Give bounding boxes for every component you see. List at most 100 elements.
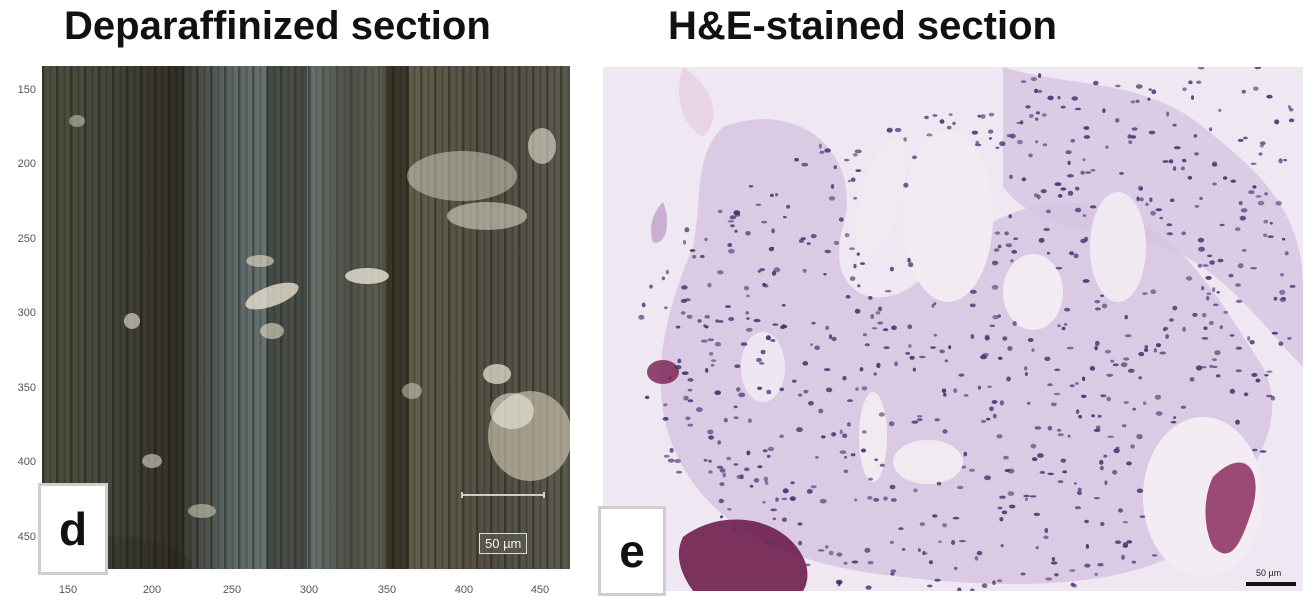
nucleus <box>718 498 724 504</box>
nucleus <box>917 415 923 418</box>
nucleus <box>855 169 862 172</box>
nucleus <box>1029 495 1037 498</box>
nucleus <box>997 579 1003 583</box>
nucleus <box>1124 315 1128 320</box>
nucleus <box>1061 326 1066 331</box>
nucleus <box>1031 348 1035 352</box>
nucleus <box>1212 287 1216 292</box>
nucleus <box>1143 348 1149 352</box>
nucleus <box>1199 196 1203 200</box>
nucleus <box>718 320 724 323</box>
nucleus <box>969 588 975 591</box>
nucleus <box>1144 345 1149 349</box>
nucleus <box>819 150 825 154</box>
nucleus <box>933 302 937 306</box>
nucleus <box>1151 89 1157 95</box>
nucleus <box>994 231 1001 235</box>
nucleus <box>683 395 689 401</box>
nucleus <box>1130 100 1136 104</box>
nucleus <box>716 465 724 469</box>
nucleus <box>883 496 888 501</box>
nucleus <box>1094 345 1098 351</box>
nucleus <box>913 488 918 493</box>
nucleus <box>1110 359 1115 363</box>
nucleus <box>1136 196 1140 202</box>
nucleus <box>1201 337 1209 340</box>
nucleus <box>1155 208 1163 212</box>
nucleus <box>1057 480 1064 484</box>
nucleus <box>708 470 713 474</box>
nucleus <box>663 454 670 458</box>
nucleus <box>1017 139 1023 145</box>
nucleus <box>1269 221 1273 225</box>
nucleus <box>1212 182 1217 186</box>
nucleus <box>1283 158 1287 162</box>
nucleus <box>1274 119 1280 125</box>
nucleus <box>837 581 841 587</box>
nucleus <box>684 227 690 233</box>
nucleus <box>726 456 732 461</box>
nucleus <box>1030 443 1037 449</box>
nucleus <box>779 434 784 438</box>
nucleus <box>988 129 994 134</box>
nucleus <box>851 560 859 564</box>
nucleus <box>1040 189 1047 194</box>
nucleus <box>1279 289 1286 295</box>
nucleus <box>1044 356 1051 361</box>
nucleus <box>1104 349 1112 354</box>
nucleus <box>1159 216 1163 220</box>
nucleus <box>969 468 975 472</box>
nucleus <box>1122 542 1129 548</box>
panel-d-title: Deparaffinized section <box>64 4 491 48</box>
nucleus <box>873 372 877 376</box>
nucleus <box>755 203 762 207</box>
nucleus <box>849 276 856 281</box>
nucleus <box>1075 207 1082 213</box>
nucleus <box>680 299 687 303</box>
nucleus <box>907 324 913 330</box>
x-tick-label: 350 <box>377 584 397 596</box>
nucleus <box>1172 166 1177 171</box>
nucleus <box>850 177 856 182</box>
nucleus <box>1198 246 1205 252</box>
nucleus <box>1057 95 1061 100</box>
nucleus <box>770 339 776 342</box>
nucleus <box>838 217 844 222</box>
nucleus <box>763 476 768 482</box>
nucleus <box>919 355 926 359</box>
nucleus <box>891 325 897 331</box>
nucleus <box>1121 554 1125 560</box>
nucleus <box>917 548 921 552</box>
nucleus <box>796 427 803 433</box>
nucleus <box>828 196 836 201</box>
nucleus <box>1136 434 1143 440</box>
nucleus <box>1241 89 1246 94</box>
nucleus <box>823 273 827 276</box>
nucleus <box>828 550 834 556</box>
nucleus <box>710 363 715 367</box>
nucleus <box>1071 96 1078 101</box>
nucleus <box>821 435 826 439</box>
nucleus <box>1025 105 1031 109</box>
nucleus <box>871 327 878 330</box>
nucleus <box>1266 370 1273 373</box>
nucleus <box>988 112 995 117</box>
nucleus <box>1162 160 1169 163</box>
nucleus <box>1235 419 1240 425</box>
nucleus <box>864 547 871 553</box>
nucleus <box>861 386 868 391</box>
nucleus <box>811 321 816 325</box>
nucleus <box>714 390 721 396</box>
nucleus <box>1219 325 1223 330</box>
nucleus <box>767 446 775 452</box>
nucleus <box>903 182 909 188</box>
nucleus <box>1027 338 1034 342</box>
nucleus <box>1223 310 1229 314</box>
nucleus <box>729 215 737 220</box>
nucleus <box>1094 572 1098 576</box>
nucleus <box>828 334 833 340</box>
nucleus <box>782 488 789 494</box>
nucleus <box>992 315 999 320</box>
nucleus <box>995 146 1000 149</box>
y-tick-label: 150 <box>17 84 36 96</box>
